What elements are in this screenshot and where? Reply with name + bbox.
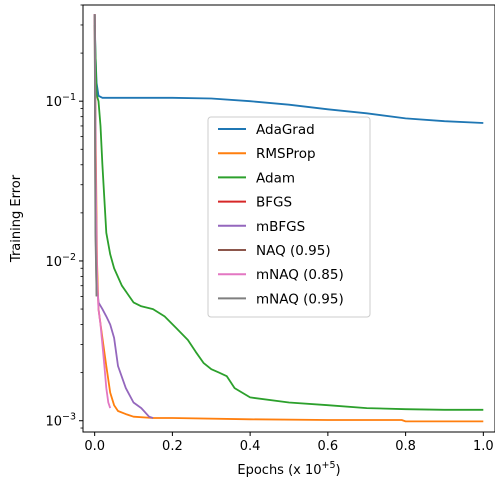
legend-label: mNAQ (0.85) — [256, 267, 344, 283]
series-line-6 — [93, 14, 112, 409]
x-tick-label: 0.2 — [162, 439, 183, 454]
legend-label: BFGS — [256, 195, 292, 211]
legend-label: NAQ (0.95) — [256, 243, 331, 259]
ticks-layer: 0.0 0.2 0.4 0.6 0.8 1.0 10−3 10−2 10−1 — [45, 4, 494, 454]
y-tick-label: 10−2 — [45, 252, 76, 270]
legend-box — [207, 116, 371, 318]
y-axis-label: Training Error — [9, 174, 24, 263]
x-axis-label-exponent: +5 — [322, 460, 336, 471]
legend-label: RMSProp — [256, 146, 316, 162]
x-tick-label: 0.0 — [84, 439, 105, 454]
x-tick-label: 0.4 — [240, 439, 261, 454]
legend-label: mNAQ (0.95) — [256, 291, 344, 307]
x-tick-label: 0.8 — [395, 439, 416, 454]
series-layer — [93, 14, 484, 423]
x-tick-label: 1.0 — [473, 439, 494, 454]
x-axis-label: Epochs (x 10+5) — [237, 460, 340, 478]
plot-frame — [82, 4, 495, 433]
series-line-7 — [93, 14, 98, 297]
series-line-2 — [93, 24, 484, 411]
legend-label: Adam — [256, 170, 295, 186]
legend-label: AdaGrad — [256, 122, 315, 138]
y-tick-label: 10−1 — [45, 92, 76, 110]
y-tick-label: 10−3 — [45, 412, 76, 430]
legend-label: mBFGS — [256, 219, 305, 235]
series-line-0 — [93, 14, 484, 124]
legend: AdaGrad RMSProp Adam BFGS mBFGS NAQ (0.95) mNA… — [207, 116, 371, 318]
x-tick-label: 0.6 — [318, 439, 339, 454]
